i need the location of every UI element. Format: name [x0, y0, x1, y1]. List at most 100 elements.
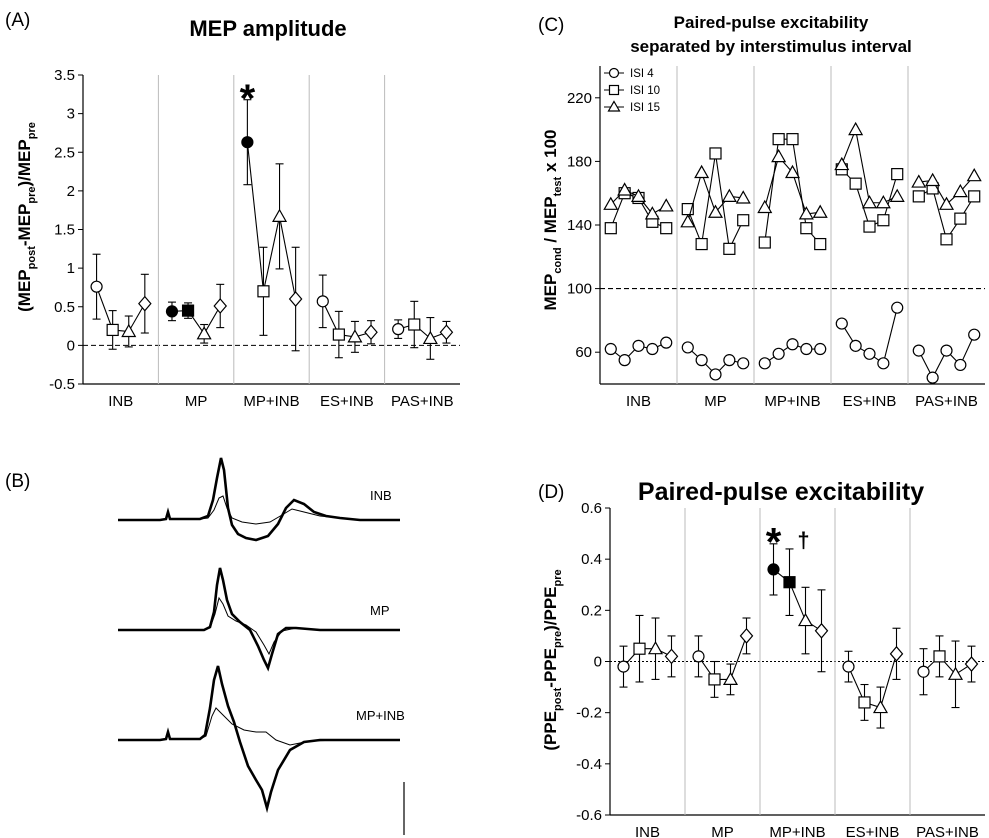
legend-triangle-icon [607, 100, 621, 112]
panel-d-series-line [847, 653, 898, 709]
panel-a-triangle-point [422, 330, 438, 345]
panel-c-square-point [968, 190, 981, 203]
panel-c-ytick-label: 60 [575, 344, 592, 361]
panel-d-square-point [708, 673, 721, 686]
trace-inb: INB [118, 457, 400, 542]
panel-a-square-point [106, 323, 119, 337]
panel-c-triangle-point [925, 172, 941, 187]
trace-inb-pre-line [118, 495, 400, 525]
panel-c-triangle-point [721, 188, 737, 202]
panel-c-circle-point [814, 342, 827, 356]
panel-a-square-point [257, 285, 270, 298]
panel-c-circle-point [863, 347, 876, 360]
panel-d-significance-marker: * [766, 520, 782, 564]
panel-c-triangle-point [952, 183, 968, 198]
panel-c-square-point [786, 133, 799, 146]
panel-d-diamond-point [889, 645, 904, 662]
panel-c-triangle-point [911, 174, 927, 188]
panel-a-circle-point [316, 295, 329, 308]
panel-c-circle-point [835, 317, 848, 330]
panel-c-triangle-point [603, 196, 619, 210]
panel-d-category-label: PAS+INB [916, 824, 979, 838]
panel-c-circle-point [618, 354, 631, 367]
panel-d-category-label: MP+INB [769, 824, 825, 838]
panel-a-ytick-label: 3.5 [54, 67, 75, 84]
panel-c-triangle-point [798, 206, 814, 220]
panel-a-diamond-point [364, 324, 378, 341]
panel-d-circle-point [917, 665, 930, 678]
panel-c-ytick-label: 100 [567, 281, 592, 298]
panel-c-circle-point [800, 342, 813, 356]
trace-mp-label: MP [370, 603, 390, 618]
panel-d-category-label: INB [635, 824, 660, 838]
panel-c-title-line2: separated by interstimulus interval [630, 37, 912, 56]
panel-c-triangle-point [617, 182, 633, 196]
panel-a-ytick-label: 1.5 [54, 222, 75, 239]
legend-circle-icon [608, 67, 620, 79]
panel-c-category-label: MP+INB [764, 393, 820, 410]
panel-c-series-line [841, 127, 898, 204]
panel-c-category-label: ES+INB [843, 393, 897, 410]
panel-c-circle-point [695, 354, 708, 367]
panel-d-triangle-point [947, 666, 964, 680]
panel-c-triangle-point [658, 198, 674, 212]
panel-c-square-point [940, 233, 953, 246]
panel-a-category-label: MP+INB [243, 393, 299, 410]
panel-d-ytick-label: -0.4 [576, 756, 602, 773]
panel-d-circle-point [617, 660, 630, 673]
panel-d-square-point [933, 650, 946, 663]
panel-c-circle-point [723, 354, 736, 367]
panel-c-square-point [863, 220, 876, 233]
panel-c-triangle-point [848, 121, 864, 136]
panel-c-category-label: INB [626, 393, 651, 410]
panel-d-ytick-label: -0.2 [576, 705, 602, 722]
panel-a-square-point [408, 318, 421, 331]
panel-c-square-point [723, 242, 736, 255]
panel-a-category-label: INB [108, 393, 133, 410]
panel-d-category-label: ES+INB [846, 824, 900, 838]
panel-a-diamond-point [213, 298, 228, 314]
panel-d-ylabel: (PPEpost-PPEpre)/PPEpre [541, 569, 564, 750]
panel-c-circle-point [877, 357, 890, 370]
panel-c-triangle-point [889, 188, 905, 202]
panel-a-diamond-point [138, 295, 152, 312]
panel-d-ytick-label: 0.6 [581, 500, 602, 517]
panel-c-circle-point [772, 347, 785, 360]
panel-a-circle-point [392, 323, 405, 336]
panel-c-title-line1: Paired-pulse excitability [674, 13, 869, 32]
panel-c-square-point [737, 214, 750, 227]
panel-c-circle-point [737, 357, 750, 370]
panel-a-title: MEP amplitude [189, 16, 346, 41]
panel-c-triangle-point [694, 164, 710, 179]
panel-d-ytick-label: 0.2 [581, 602, 602, 619]
panel-d-diamond-point [814, 622, 829, 639]
panel-c-category-label: MP [704, 393, 727, 410]
panel-c-ytick-label: 140 [567, 217, 592, 234]
panel-d-series-line [773, 568, 822, 632]
panel-c-letter: (C) [538, 15, 564, 36]
panel-c-triangle-point [707, 204, 724, 218]
panel-c-ylabel: MEPcond / MEPtest x 100 [541, 130, 564, 311]
panel-a-ytick-label: 3 [67, 106, 75, 123]
panel-a-ytick-label: 0.5 [54, 299, 75, 316]
panel-a-circle-point [165, 305, 179, 318]
panel-c-circle-point [968, 328, 981, 341]
panel-c-triangle-point [771, 148, 787, 163]
panel-c-triangle-point [834, 156, 850, 171]
panel-c-square-point [709, 147, 722, 160]
panel-a-triangle-point [347, 329, 363, 343]
panel-a-square-point [181, 304, 195, 317]
panel-d-triangle-point [797, 612, 814, 627]
panel-a-significance-marker: * [240, 77, 256, 121]
panel-a-letter: (A) [5, 10, 30, 31]
panel-a-ylabel: (MEPpost-MEPpre)/MEPpre [15, 122, 38, 312]
panel-d-series-line [623, 648, 672, 667]
panel-c-circle-point [604, 342, 617, 356]
panel-a-circle-point [90, 280, 103, 293]
panel-c-square-point [695, 237, 708, 251]
panel-c-triangle-point [966, 167, 982, 182]
panel-c-triangle-point [680, 214, 696, 228]
panel-c-circle-point [891, 301, 904, 314]
panel-a-triangle-point [196, 326, 212, 340]
